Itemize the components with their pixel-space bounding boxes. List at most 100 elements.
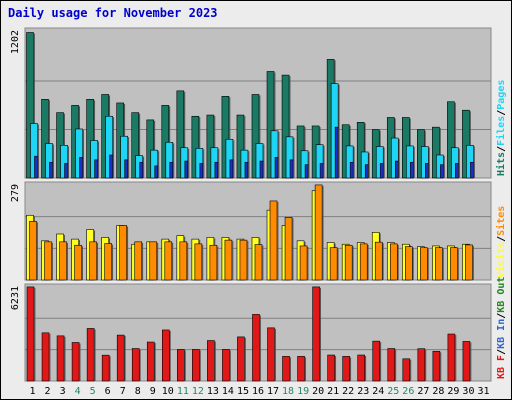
bar-kbf-day-29 <box>447 333 456 382</box>
bar-sites-day-2 <box>44 241 52 281</box>
bar-files-day-14 <box>225 138 234 179</box>
legend-hits-files-pages: Hits/Files/Pages <box>495 80 507 176</box>
bar-files-day-27 <box>421 146 429 179</box>
bar-hits-day-14 <box>221 95 230 179</box>
bar-hits-day-16 <box>251 94 260 179</box>
bar-pages-day-26 <box>410 161 414 179</box>
bar-kbf-day-6 <box>101 354 110 382</box>
bar-hits-day-2 <box>41 99 49 179</box>
bar-hits-day-18 <box>281 74 290 179</box>
bar-files-day-5 <box>90 140 98 179</box>
bar-sites-day-17 <box>269 200 278 281</box>
bar-hits-day-17 <box>266 71 275 179</box>
y-max-label-kbytes: 6231 <box>10 286 21 310</box>
bar-sites-day-5 <box>89 241 97 281</box>
bar-sites-day-6 <box>104 243 112 281</box>
x-tick-label-day-28: 28 <box>432 386 444 397</box>
bar-files-day-19 <box>300 150 309 179</box>
legend-separator-kbytes-1: / <box>496 313 507 319</box>
legend-separator-visits-sites-0: / <box>496 236 507 242</box>
bar-sites-day-22 <box>344 244 353 281</box>
bar-sites-day-20 <box>314 184 323 281</box>
x-tick-label-day-18: 18 <box>282 386 294 397</box>
legend-item-visits-sites-0: Visits <box>495 242 507 278</box>
bar-files-day-16 <box>255 143 264 179</box>
bar-sites-day-24 <box>374 241 383 281</box>
bar-hits-day-11 <box>176 90 185 179</box>
bar-pages-day-25 <box>394 160 399 179</box>
x-tick-label-day-31: 31 <box>477 386 489 397</box>
bar-kbf-day-22 <box>342 356 350 382</box>
x-tick-label-day-10: 10 <box>162 386 174 397</box>
bar-sites-day-13 <box>209 244 218 281</box>
x-tick-label-day-4: 4 <box>75 386 81 397</box>
bar-files-day-9 <box>150 149 159 179</box>
x-tick-label-day-21: 21 <box>327 386 339 397</box>
bar-pages-day-7 <box>124 159 128 179</box>
bar-kbf-day-20 <box>312 286 320 382</box>
bar-sites-day-1 <box>29 221 37 281</box>
bar-kbf-day-12 <box>192 349 200 382</box>
bar-pages-day-8 <box>139 161 144 179</box>
x-tick-label-day-29: 29 <box>447 386 459 397</box>
x-tick-label-day-8: 8 <box>135 386 141 397</box>
bar-pages-day-20 <box>319 163 324 179</box>
x-tick-label-day-15: 15 <box>237 386 249 397</box>
legend-kbytes: KB F/KB In/KB Out <box>496 277 507 379</box>
bar-pages-day-4 <box>79 157 83 179</box>
bar-files-day-3 <box>60 145 68 179</box>
legend-item-hits-files-pages-0: Hits <box>495 152 507 176</box>
legend-visits-sites: Visits/Sites <box>495 206 507 278</box>
bar-sites-day-29 <box>450 247 458 281</box>
bar-sites-day-21 <box>329 247 338 281</box>
legend-item-kbytes-0: KB F <box>496 355 507 379</box>
bar-pages-day-6 <box>109 154 113 179</box>
bar-sites-day-18 <box>284 217 293 281</box>
bar-hits-day-5 <box>86 99 94 179</box>
bar-kbf-day-17 <box>267 327 275 382</box>
x-tick-label-day-12: 12 <box>192 386 204 397</box>
legend-item-hits-files-pages-1: Files <box>495 116 507 146</box>
bar-kbf-day-21 <box>327 354 335 382</box>
bar-pages-day-23 <box>364 164 369 179</box>
bar-kbf-day-27 <box>417 348 426 382</box>
bar-kbf-day-11 <box>177 349 185 382</box>
bar-kbf-day-28 <box>432 350 441 382</box>
x-tick-label-day-26: 26 <box>402 386 414 397</box>
bar-pages-day-13 <box>214 161 219 179</box>
bar-kbf-day-14 <box>222 349 230 382</box>
bar-hits-day-8 <box>131 112 140 179</box>
bar-files-day-7 <box>120 135 128 179</box>
bar-kbf-day-9 <box>146 341 155 382</box>
bar-sites-day-16 <box>254 244 263 281</box>
bar-kbf-day-24 <box>372 340 381 382</box>
bar-pages-day-29 <box>455 163 459 179</box>
bar-pages-day-3 <box>64 163 68 179</box>
y-max-label-visits-sites: 279 <box>10 184 21 202</box>
bar-files-day-17 <box>270 130 279 179</box>
bar-sites-day-4 <box>74 244 82 281</box>
bar-hits-day-29 <box>447 101 455 179</box>
bar-hits-day-15 <box>236 114 245 179</box>
bar-kbf-day-13 <box>207 340 215 382</box>
bar-kbf-day-18 <box>282 356 290 382</box>
bar-pages-day-27 <box>425 163 429 179</box>
bar-pages-day-28 <box>440 164 444 179</box>
bar-sites-day-23 <box>359 243 368 281</box>
x-tick-label-day-6: 6 <box>105 386 111 397</box>
x-tick-label-day-11: 11 <box>177 386 189 397</box>
bar-kbf-day-19 <box>297 356 305 382</box>
bar-sites-day-28 <box>435 247 443 281</box>
bar-kbf-day-3 <box>56 335 65 382</box>
bar-kbf-day-7 <box>116 334 125 382</box>
bar-hits-day-10 <box>161 105 170 179</box>
bar-hits-day-13 <box>206 114 215 179</box>
bar-sites-day-25 <box>389 243 398 281</box>
bar-files-day-2 <box>45 143 53 179</box>
bar-pages-day-10 <box>169 161 174 179</box>
x-tick-label-day-23: 23 <box>357 386 369 397</box>
bar-sites-day-9 <box>149 241 158 281</box>
bar-kbf-day-15 <box>237 336 245 382</box>
bar-files-day-20 <box>315 144 324 179</box>
